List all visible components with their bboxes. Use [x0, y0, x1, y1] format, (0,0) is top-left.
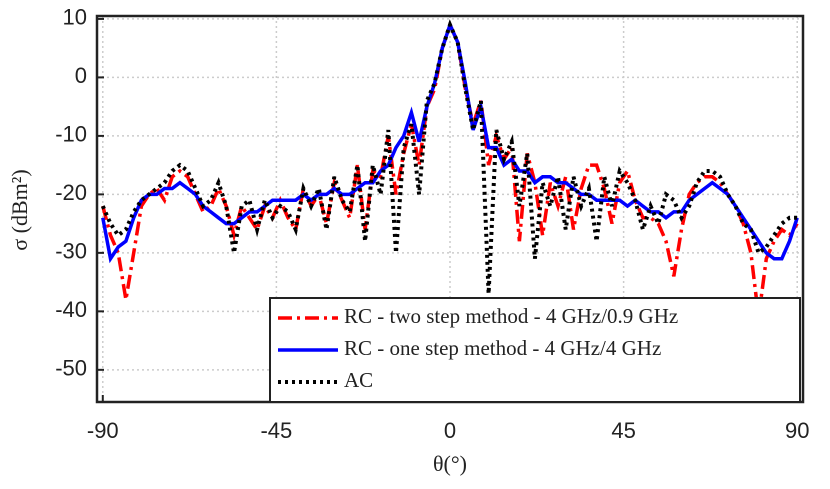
y-tick-label: 10: [63, 5, 87, 30]
x-tick-label: 45: [611, 418, 635, 443]
x-tick-label: -90: [87, 418, 119, 443]
y-tick-label: -40: [55, 297, 87, 322]
legend-label: AC: [344, 368, 373, 392]
y-tick-label: -50: [55, 356, 87, 381]
legend-label: RC - one step method - 4 GHz/4 GHz: [344, 336, 661, 360]
y-tick-label: -20: [55, 180, 87, 205]
y-axis-label: σ (dBm²): [7, 169, 32, 250]
x-tick-label: 0: [444, 418, 456, 443]
x-tick-label: 90: [785, 418, 809, 443]
x-tick-label: -45: [260, 418, 292, 443]
x-axis-label: θ(°): [433, 451, 467, 476]
series-line: [100, 19, 798, 294]
y-tick-label: -10: [55, 122, 87, 147]
legend-box: [269, 297, 801, 403]
y-tick-label: 0: [75, 63, 87, 88]
legend-label: RC - two step method - 4 GHz/0.9 GHz: [344, 304, 678, 328]
y-tick-label: -30: [55, 239, 87, 264]
